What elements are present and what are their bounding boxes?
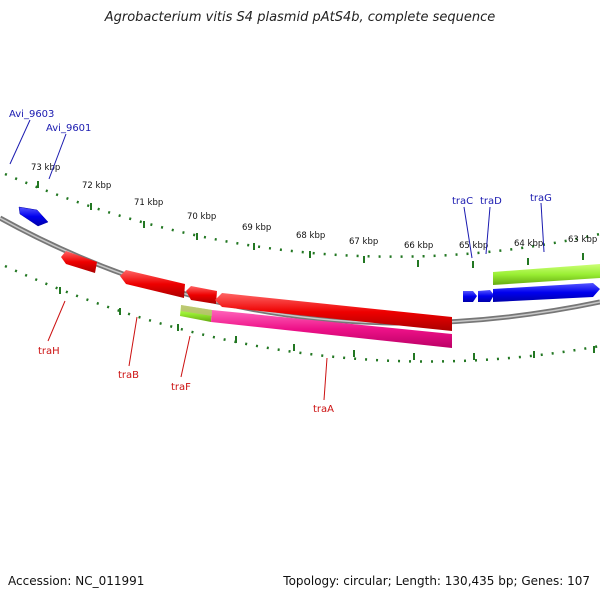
tick-label-63: 63 kbp [568,235,597,245]
gene-avi9603-arrow[interactable] [18,206,49,227]
bottom-leader-lines [47,300,328,401]
tick-label-72: 72 kbp [82,181,111,191]
label-traB[interactable]: traB [118,370,139,381]
tick-label-66: 66 kbp [404,241,433,251]
label-avi9603[interactable]: Avi_9603 [9,109,54,120]
traF-olive-bar [181,305,212,316]
gene-traD-arrow[interactable] [478,290,494,302]
traG-highlight-bar [493,264,600,285]
label-avi9601[interactable]: Avi_9601 [46,123,91,134]
gene-traB2-arrow[interactable] [186,286,217,304]
label-traG[interactable]: traG [530,193,552,204]
map-title: Agrobacterium vitis S4 plasmid pAtS4b, c… [104,10,496,25]
inner-major-ticks [59,287,595,360]
accession-text: Accession: NC_011991 [8,574,145,588]
top-leader-lines [9,119,545,259]
gene-traB-arrow[interactable] [120,270,185,298]
tick-label-70: 70 kbp [187,212,216,222]
label-traH[interactable]: traH [38,346,60,357]
tick-label-68: 68 kbp [296,231,325,241]
tick-label-67: 67 kbp [349,237,378,247]
outer-tick-ring [4,172,600,258]
label-traC[interactable]: traC [452,196,473,207]
tick-label-65: 65 kbp [459,241,488,251]
gene-traG-arrow[interactable] [493,283,600,302]
tick-label-73: 73 kbp [31,163,60,173]
label-traF[interactable]: traF [171,382,191,393]
label-traD[interactable]: traD [480,196,502,207]
tick-label-64: 64 kbp [514,239,543,249]
topology-text: Topology: circular; Length: 130,435 bp; … [283,574,590,588]
gene-traC-arrow[interactable] [463,291,477,302]
traA-trna-bar [211,310,452,348]
tick-label-69: 69 kbp [242,223,271,233]
label-traA[interactable]: traA [313,404,334,415]
gene-traF-arrow[interactable] [215,293,452,331]
gene-traH-arrow[interactable] [61,251,97,273]
outer-major-ticks [37,181,584,268]
inner-tick-ring [4,264,600,363]
tick-label-71: 71 kbp [134,198,163,208]
